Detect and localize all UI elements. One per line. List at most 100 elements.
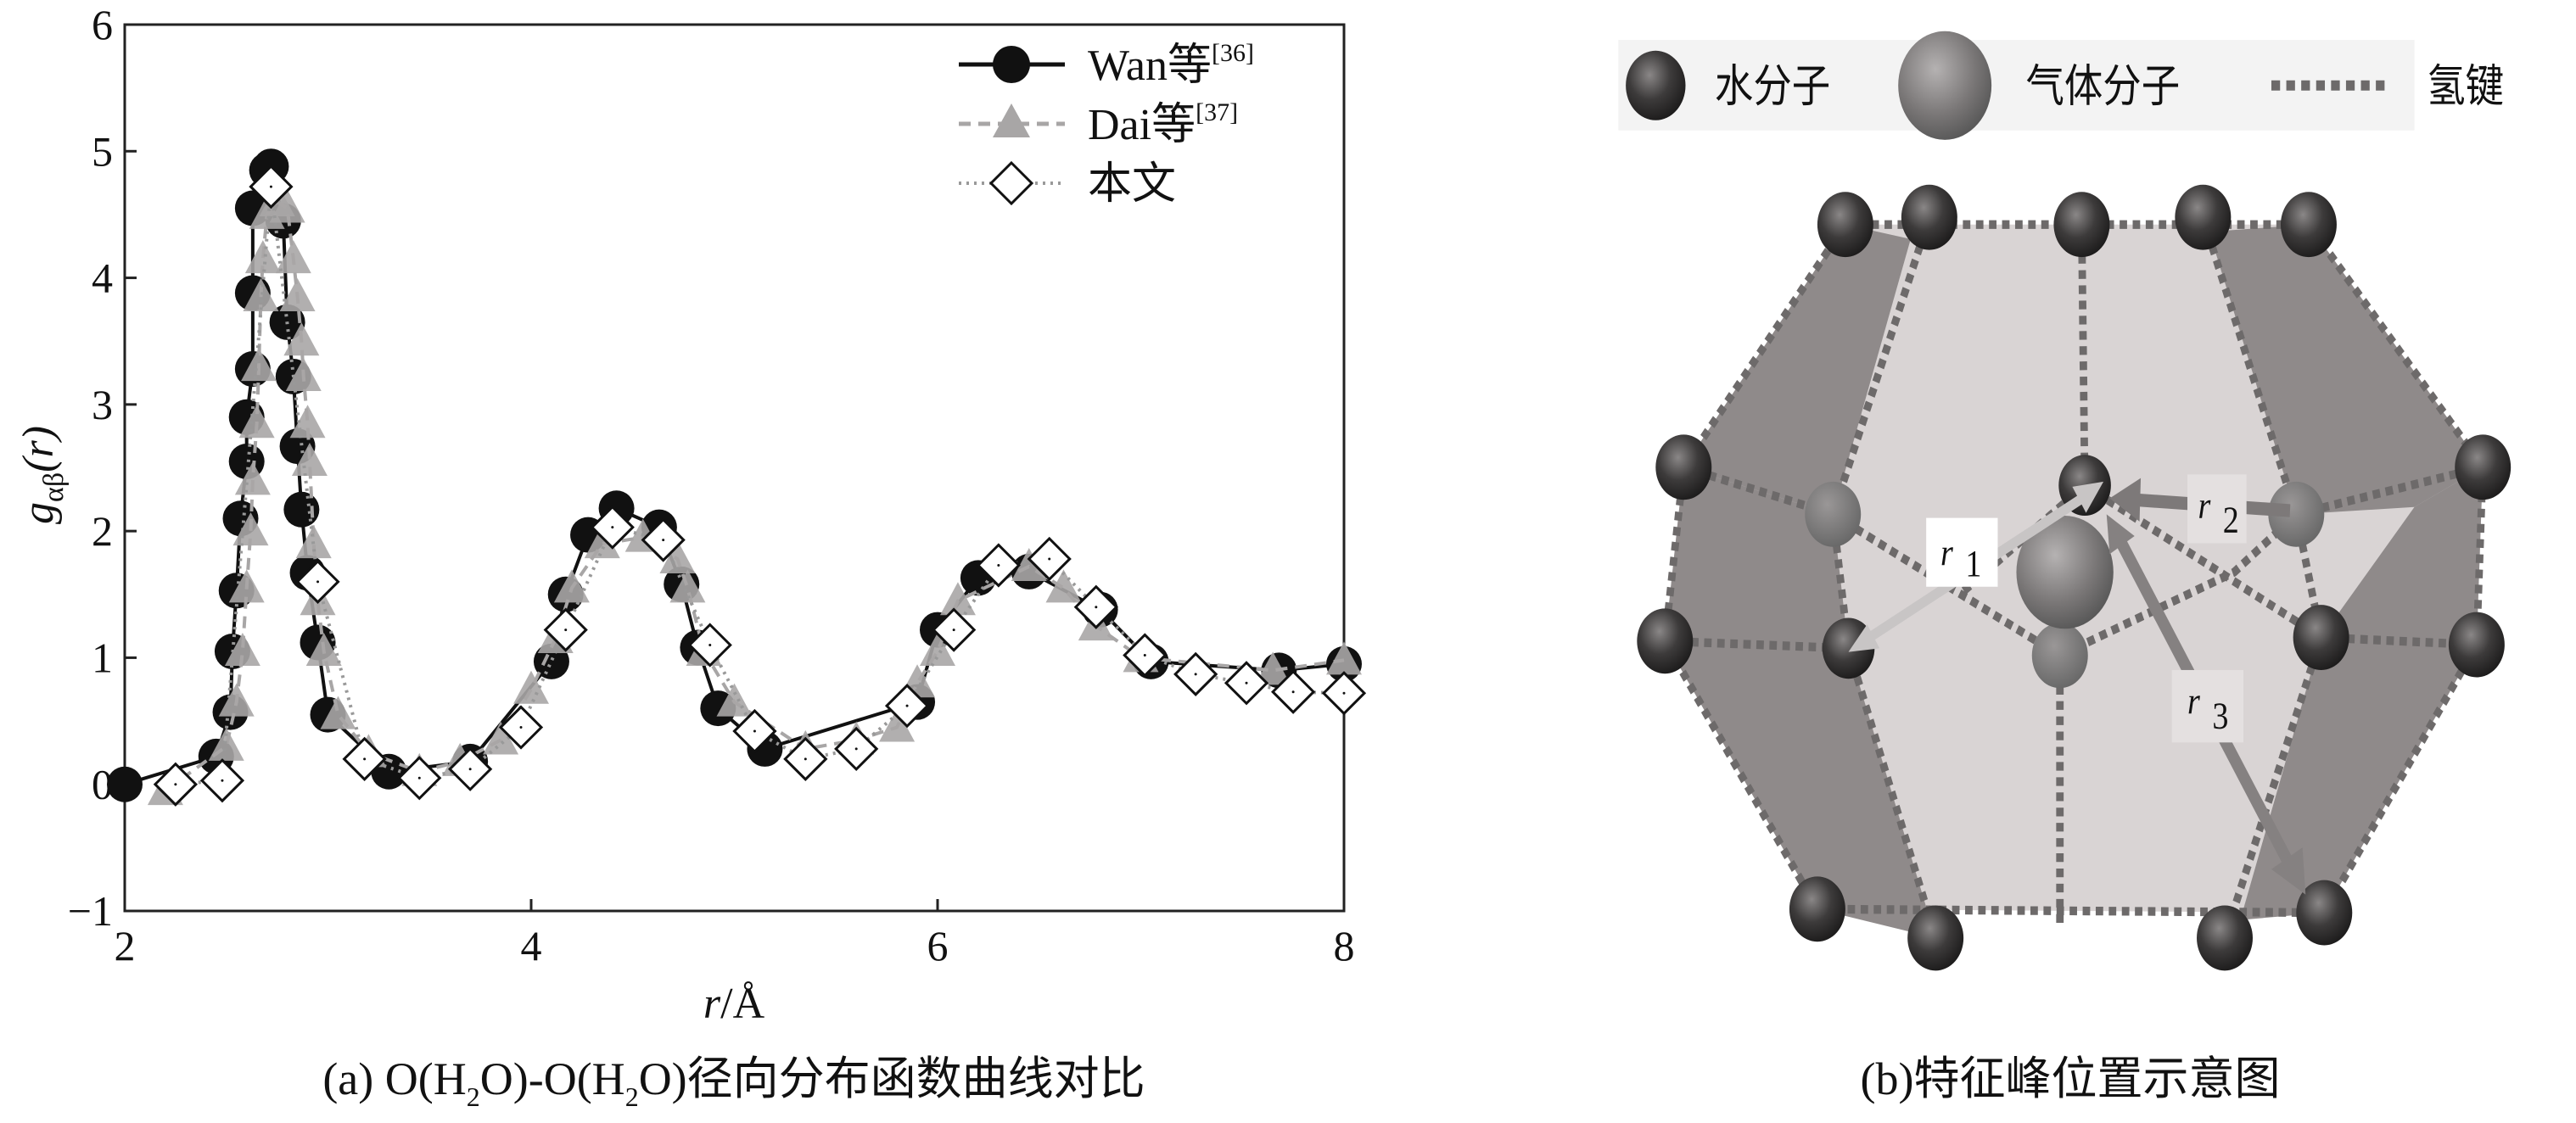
- svg-text:1: 1: [1965, 542, 1981, 584]
- data-point-triangle: [269, 189, 305, 223]
- x-axis-label: r/Å: [703, 980, 765, 1028]
- panel-b: 水分子 气体分子 氢键: [1618, 31, 2512, 971]
- legend-gas-label: 气体分子: [2025, 59, 2180, 112]
- data-point-triangle: [879, 708, 916, 742]
- diamond-center-dot: [611, 526, 614, 529]
- y-label-arg: (r): [14, 426, 63, 472]
- data-point-triangle: [584, 525, 620, 559]
- legend-ref-dai: [37]: [1196, 98, 1238, 126]
- legend-water-label: 水分子: [1715, 59, 1830, 112]
- data-point-triangle: [238, 405, 275, 439]
- x-tick-label: 6: [927, 922, 949, 969]
- diamond-center-dot: [997, 563, 1000, 567]
- y-tick-label: 5: [92, 127, 113, 175]
- diamond-center-dot: [1143, 653, 1146, 656]
- legend-item-wan: Wan等[36]: [959, 39, 1254, 90]
- hydrate-cage: r 1 r 2 r 3: [1637, 184, 2512, 971]
- data-point-triangle: [275, 240, 311, 274]
- svg-text:3: 3: [2212, 695, 2228, 736]
- y-tick-label: 1: [92, 634, 113, 681]
- data-point-circle: [107, 766, 143, 802]
- data-point-triangle: [513, 670, 549, 704]
- x-tick-label: 2: [115, 922, 136, 969]
- diamond-center-dot: [417, 776, 421, 779]
- y-label-main: g: [14, 502, 63, 524]
- data-point-triangle: [234, 461, 271, 495]
- diamond-center-dot: [804, 757, 807, 761]
- diamond-center-dot: [1342, 691, 1346, 695]
- chart-legend: Wan等[36] Dai等[37] 本文: [959, 39, 1254, 209]
- data-point-triangle: [1011, 547, 1047, 581]
- svg-text:r: r: [2198, 484, 2211, 526]
- y-tick-label: 4: [92, 254, 113, 302]
- diagram-legend: 水分子 气体分子 氢键: [1618, 31, 2504, 140]
- series-line: [124, 163, 1345, 786]
- data-point-triangle: [669, 569, 706, 603]
- diamond-center-dot: [468, 768, 472, 771]
- data-point-triangle: [716, 683, 753, 717]
- legend-item-dai: Dai等[37]: [959, 98, 1238, 149]
- legend-item-this-work: 本文: [959, 160, 1176, 209]
- svg-text:Wan等[36]: Wan等[36]: [1088, 39, 1254, 90]
- legend-marker-triangle: [993, 103, 1030, 137]
- data-point-triangle: [320, 696, 356, 729]
- diamond-center-dot: [905, 704, 909, 707]
- label-r1: r 1: [1926, 517, 1998, 587]
- data-point-triangle: [305, 632, 342, 666]
- data-point-triangle: [939, 582, 976, 616]
- x-tick-label: 4: [521, 922, 542, 969]
- diamond-center-dot: [519, 726, 523, 729]
- y-label-sub: αβ: [38, 472, 70, 502]
- caption-a: (a) O(H2O)-O(H2O)径向分布函数曲线对比: [322, 1053, 1145, 1112]
- series-layer: [107, 148, 1367, 807]
- y-axis-label: gαβ(r): [14, 426, 70, 524]
- legend-marker-diamond: [988, 160, 1034, 206]
- x-label-unit: /Å: [720, 980, 764, 1028]
- legend-marker-circle: [993, 46, 1030, 83]
- diamond-center-dot: [1245, 681, 1248, 684]
- data-point-triangle: [1255, 651, 1291, 685]
- y-tick-label: −1: [68, 887, 113, 935]
- data-point-triangle: [1326, 641, 1362, 675]
- gas-molecule-icon: [1898, 31, 1992, 140]
- svg-text:r: r: [1940, 531, 1954, 573]
- legend-label-this-work: 本文: [1088, 160, 1176, 209]
- series-diamond: [153, 164, 1367, 807]
- y-tick-label: 2: [92, 507, 113, 555]
- data-point-triangle: [553, 569, 590, 603]
- label-r2: r 2: [2187, 474, 2247, 544]
- legend-label-dai: Dai等: [1088, 101, 1196, 149]
- label-r3: r 3: [2171, 669, 2243, 743]
- diamond-center-dot: [316, 580, 320, 584]
- y-tick-label: 3: [92, 381, 113, 428]
- data-point-triangle: [1045, 569, 1082, 603]
- diamond-center-dot: [174, 783, 177, 786]
- diamond-center-dot: [363, 757, 367, 761]
- svg-text:2: 2: [2223, 499, 2239, 540]
- diamond-center-dot: [1291, 690, 1295, 694]
- diamond-center-dot: [662, 539, 665, 542]
- diamond-center-dot: [221, 779, 224, 782]
- svg-text:r: r: [2187, 679, 2201, 721]
- legend-label-wan: Wan等: [1088, 42, 1212, 90]
- data-point-triangle: [208, 727, 244, 761]
- data-point-triangle: [291, 443, 328, 477]
- data-point-triangle: [483, 721, 519, 755]
- diamond-center-dot: [1095, 606, 1098, 609]
- diamond-center-dot: [753, 729, 756, 733]
- data-point-circle: [283, 491, 320, 528]
- data-point-triangle: [283, 322, 320, 356]
- data-point-triangle: [279, 277, 316, 311]
- diamond-center-dot: [1048, 557, 1051, 561]
- data-point-triangle: [218, 683, 255, 717]
- legend-hbond-label: 氢键: [2427, 59, 2504, 112]
- caption-b: (b)特征峰位置示意图: [1861, 1053, 2281, 1104]
- diamond-center-dot: [854, 747, 858, 751]
- water-molecule-icon: [1626, 50, 1686, 120]
- data-point-triangle: [243, 277, 279, 311]
- inner-water-molecules: [1805, 481, 2325, 689]
- legend-ref-wan: [36]: [1212, 39, 1254, 67]
